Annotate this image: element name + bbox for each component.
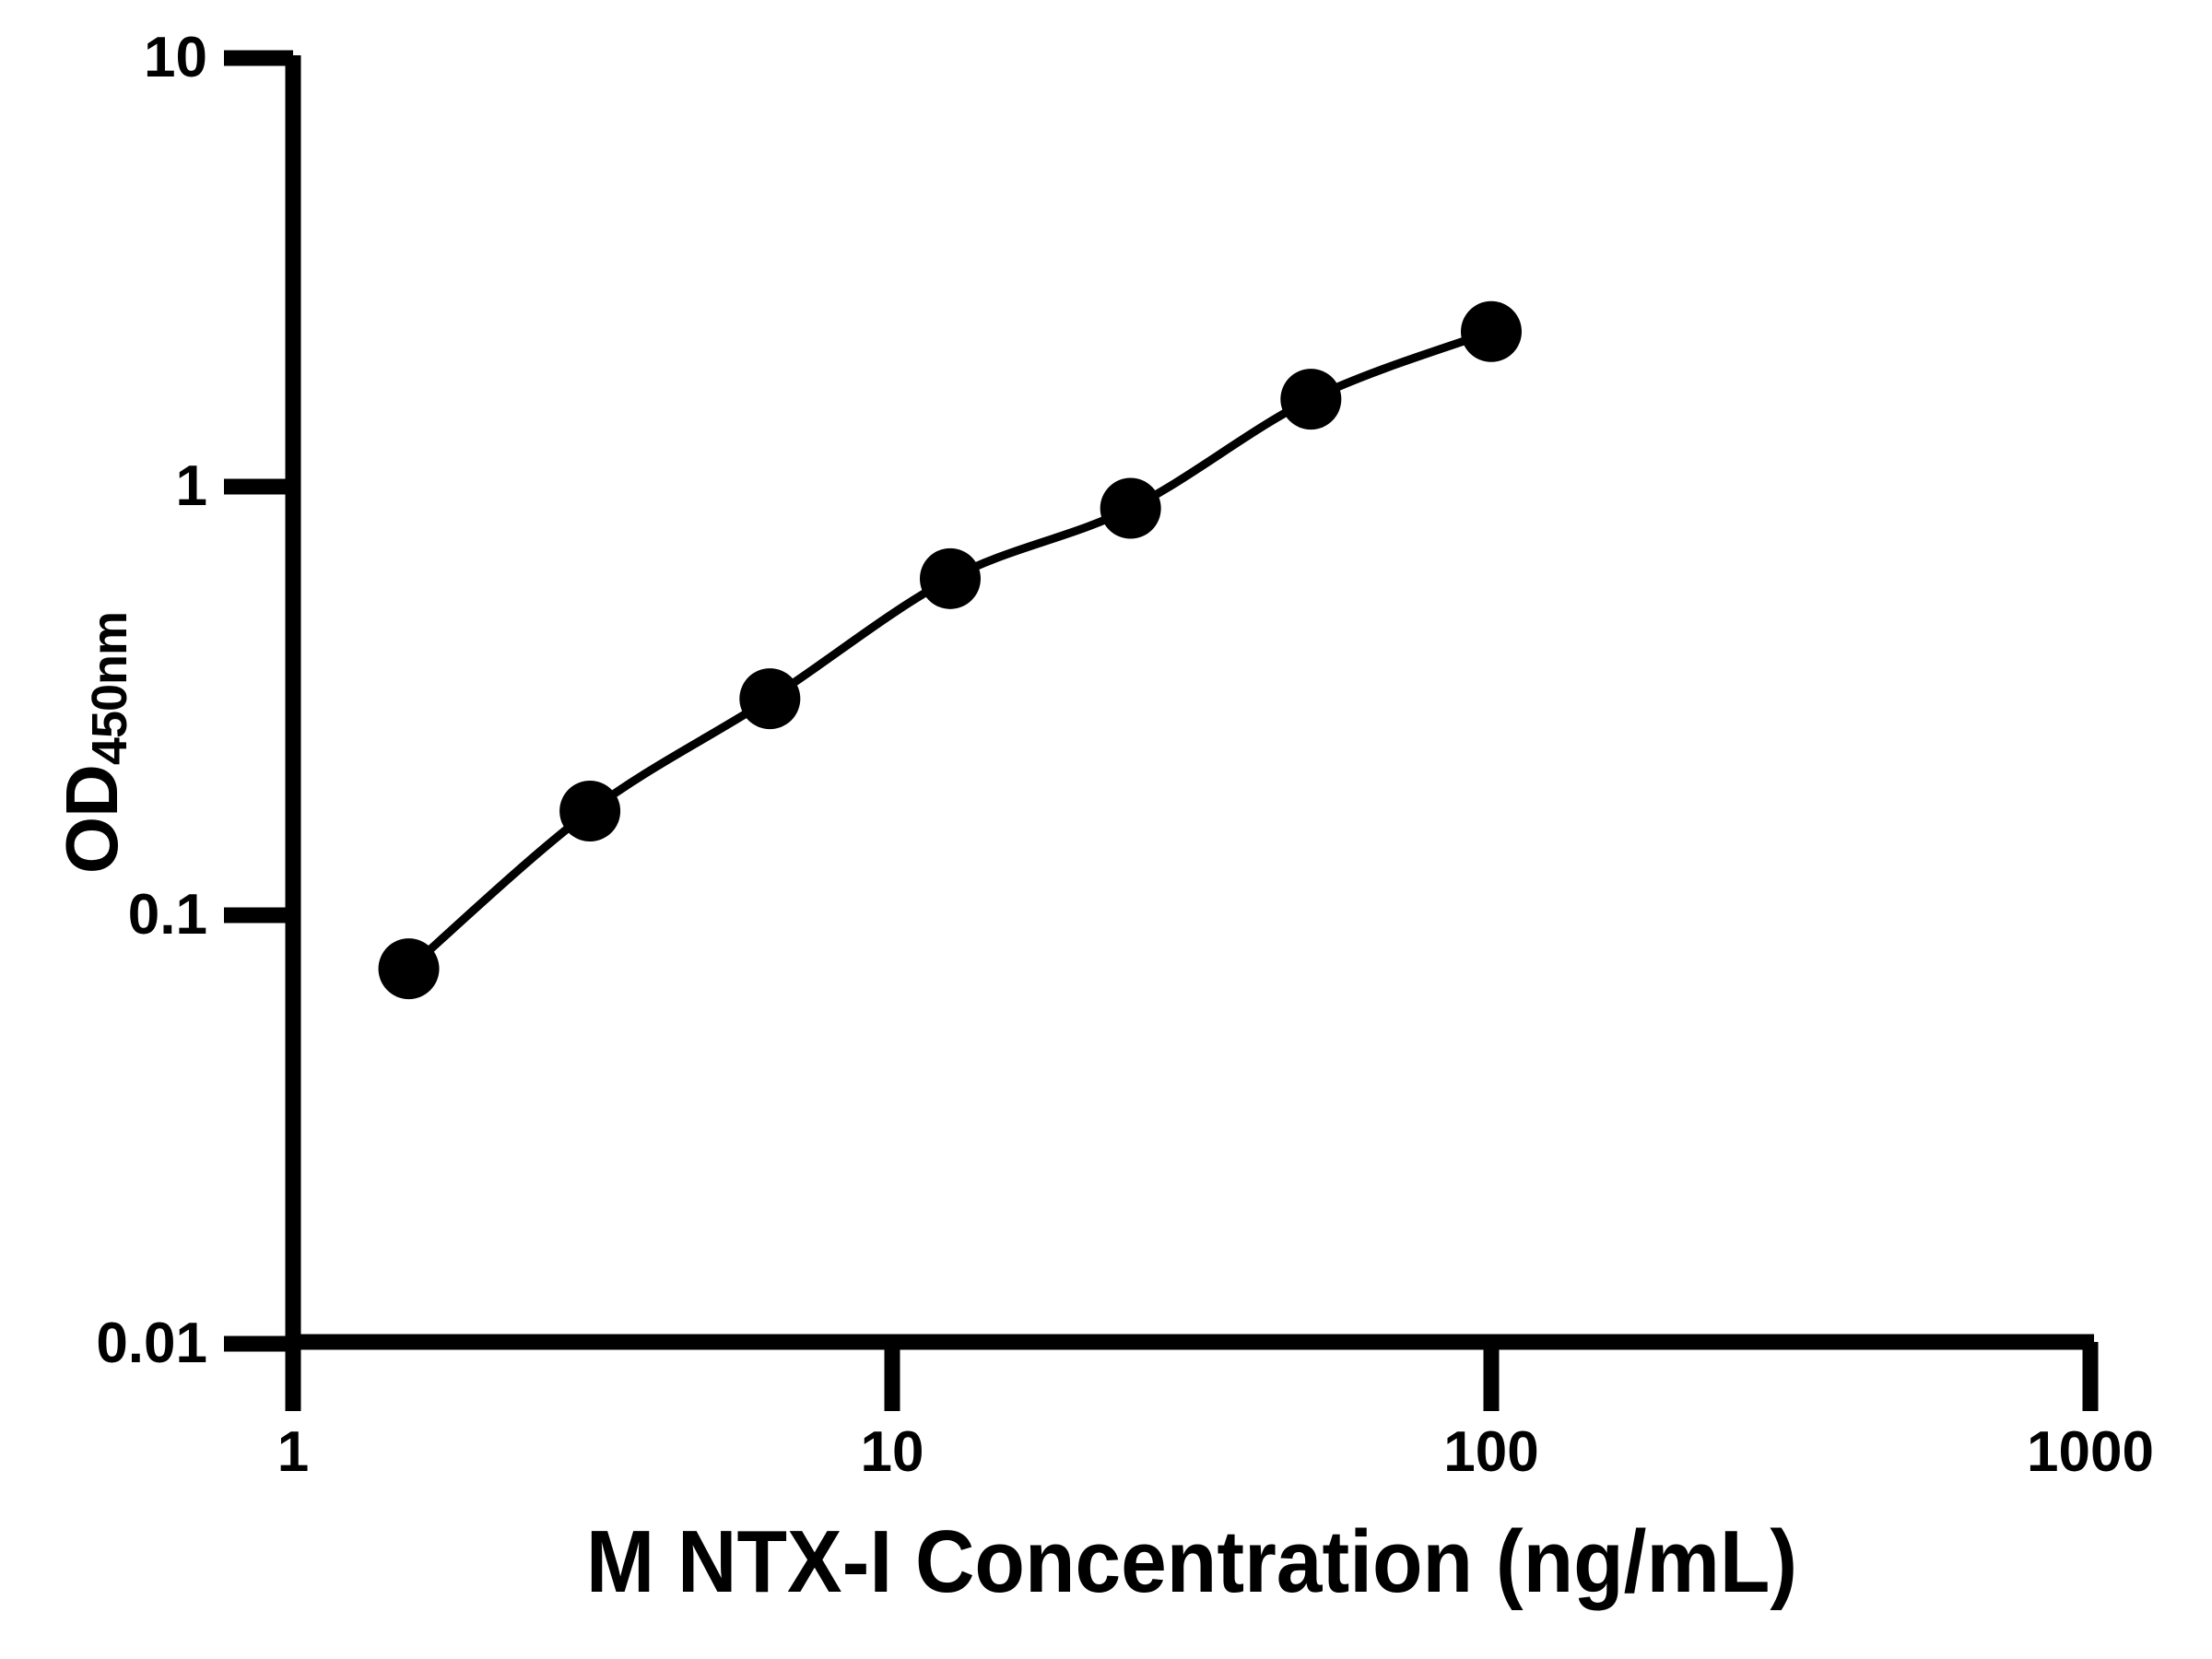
series-markers	[378, 300, 1522, 1000]
y-tick-label: 1	[175, 454, 207, 518]
x-tick-label: 1000	[2027, 1420, 2154, 1484]
x-tick-label: 10	[860, 1420, 924, 1484]
data-point-marker	[1461, 300, 1522, 362]
y-axis-title-base: OD	[51, 765, 133, 875]
y-axis-title: OD450nm	[50, 522, 137, 964]
series-line	[405, 327, 1496, 973]
data-point-marker	[378, 938, 440, 1000]
y-tick-label: 0.01	[96, 1312, 207, 1375]
x-tick-label: 100	[1443, 1420, 1539, 1484]
y-axis-ticks	[224, 50, 293, 1352]
axis-lines	[285, 55, 2094, 1350]
x-axis-ticks	[285, 1279, 2099, 1411]
data-point-marker	[919, 547, 981, 609]
y-tick-label: 0.1	[127, 883, 207, 947]
x-axis-title: M NTX-I Concentration (ng/mL)	[585, 1512, 1798, 1611]
data-point-marker	[559, 780, 621, 841]
data-point-marker	[739, 668, 801, 730]
y-axis-title-subscript: 450nm	[82, 611, 137, 766]
data-point-marker	[1280, 369, 1342, 430]
y-tick-label: 10	[144, 26, 207, 89]
data-point-marker	[1100, 477, 1161, 539]
x-tick-label: 1	[276, 1420, 310, 1484]
